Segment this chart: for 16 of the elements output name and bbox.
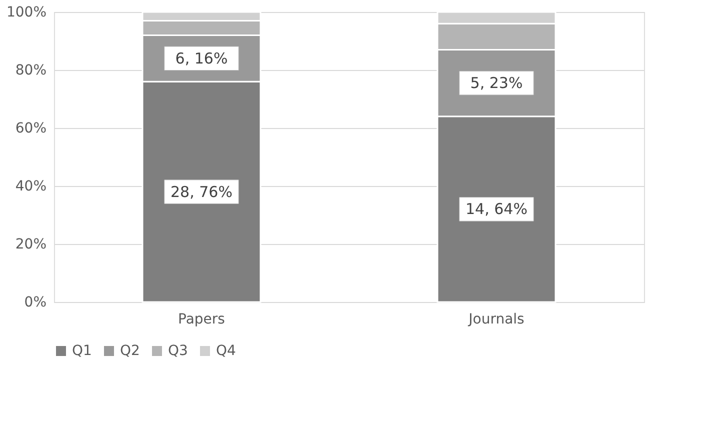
y-tick-label: 100% xyxy=(6,4,46,20)
data-label: 14, 64% xyxy=(466,200,528,218)
legend-label: Q2 xyxy=(120,343,140,359)
y-tick-label: 80% xyxy=(15,62,46,78)
legend-label: Q3 xyxy=(168,343,188,359)
legend-label: Q1 xyxy=(72,343,92,359)
x-tick-label: Journals xyxy=(468,312,524,328)
data-label: 28, 76% xyxy=(170,182,232,201)
y-tick-label: 0% xyxy=(24,294,46,310)
data-label: 5, 23% xyxy=(470,74,523,92)
x-tick-label: Papers xyxy=(178,312,225,328)
y-tick-label: 40% xyxy=(15,178,46,194)
y-tick-label: 20% xyxy=(15,236,46,252)
data-label: 6, 16% xyxy=(175,49,228,68)
legend-label: Q4 xyxy=(216,343,236,359)
y-tick-label: 60% xyxy=(15,120,46,136)
